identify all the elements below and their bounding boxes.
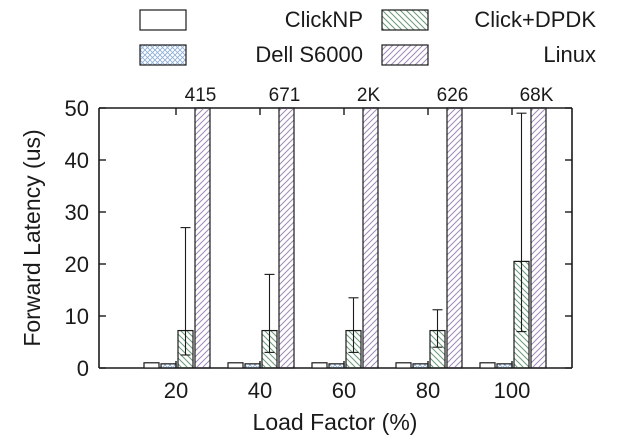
legend: ClickNP Dell S6000 Click+DPDK Linux bbox=[139, 7, 596, 67]
x-axis-label: Load Factor (%) bbox=[253, 409, 418, 435]
bar-clicknp-40 bbox=[227, 362, 244, 369]
overflow-value-label: 68K bbox=[520, 85, 554, 106]
y-tick-label: 10 bbox=[65, 304, 89, 329]
bar-clicknp-20 bbox=[143, 362, 160, 369]
overflow-value-label: 415 bbox=[185, 85, 217, 106]
y-tick-label: 50 bbox=[65, 96, 89, 121]
legend-label: Dell S6000 bbox=[255, 42, 363, 67]
bar-linux-60 bbox=[362, 107, 379, 369]
legend-label: Click+DPDK bbox=[474, 7, 596, 32]
legend-swatch bbox=[139, 44, 187, 66]
plot-area bbox=[98, 107, 573, 369]
bar-dell-s6000-60 bbox=[328, 363, 345, 369]
y-ticks: 0 10 20 30 40 50 bbox=[65, 96, 572, 381]
y-axis-label: Forward Latency (us) bbox=[19, 129, 45, 346]
bar-linux-40 bbox=[278, 107, 295, 369]
bars bbox=[143, 107, 547, 369]
bar-dell-s6000-80 bbox=[412, 363, 429, 369]
bar-dell-s6000-40 bbox=[244, 363, 261, 369]
error-bars bbox=[180, 112, 527, 356]
bar-linux-20 bbox=[194, 107, 211, 369]
bar-dell-s6000-100 bbox=[496, 363, 513, 369]
legend-swatch bbox=[381, 44, 429, 66]
bar-linux-100 bbox=[530, 107, 547, 369]
bar-dell-s6000-20 bbox=[160, 363, 177, 369]
x-tick-label: 60 bbox=[332, 378, 356, 403]
bar-linux-80 bbox=[446, 107, 463, 369]
legend-label: Linux bbox=[543, 42, 596, 67]
overflow-value-label: 2K bbox=[357, 85, 381, 106]
y-tick-label: 40 bbox=[65, 148, 89, 173]
x-tick-label: 40 bbox=[248, 378, 272, 403]
x-ticks: 20 40 60 80 100 bbox=[164, 108, 531, 403]
y-tick-label: 20 bbox=[65, 252, 89, 277]
y-tick-label: 0 bbox=[77, 356, 89, 381]
bar-clicknp-100 bbox=[479, 362, 496, 369]
legend-swatch bbox=[381, 9, 429, 31]
bar-clicknp-80 bbox=[395, 362, 412, 369]
legend-swatch bbox=[139, 9, 187, 31]
legend-label: ClickNP bbox=[285, 7, 363, 32]
y-tick-label: 30 bbox=[65, 200, 89, 225]
overflow-value-label: 671 bbox=[269, 85, 301, 106]
overflow-value-label: 626 bbox=[437, 85, 469, 106]
overflow-labels: 415 671 2K 626 68K bbox=[185, 85, 554, 106]
x-tick-label: 20 bbox=[164, 378, 188, 403]
bar-clicknp-60 bbox=[311, 362, 328, 369]
x-tick-label: 80 bbox=[416, 378, 440, 403]
x-tick-label: 100 bbox=[494, 378, 531, 403]
